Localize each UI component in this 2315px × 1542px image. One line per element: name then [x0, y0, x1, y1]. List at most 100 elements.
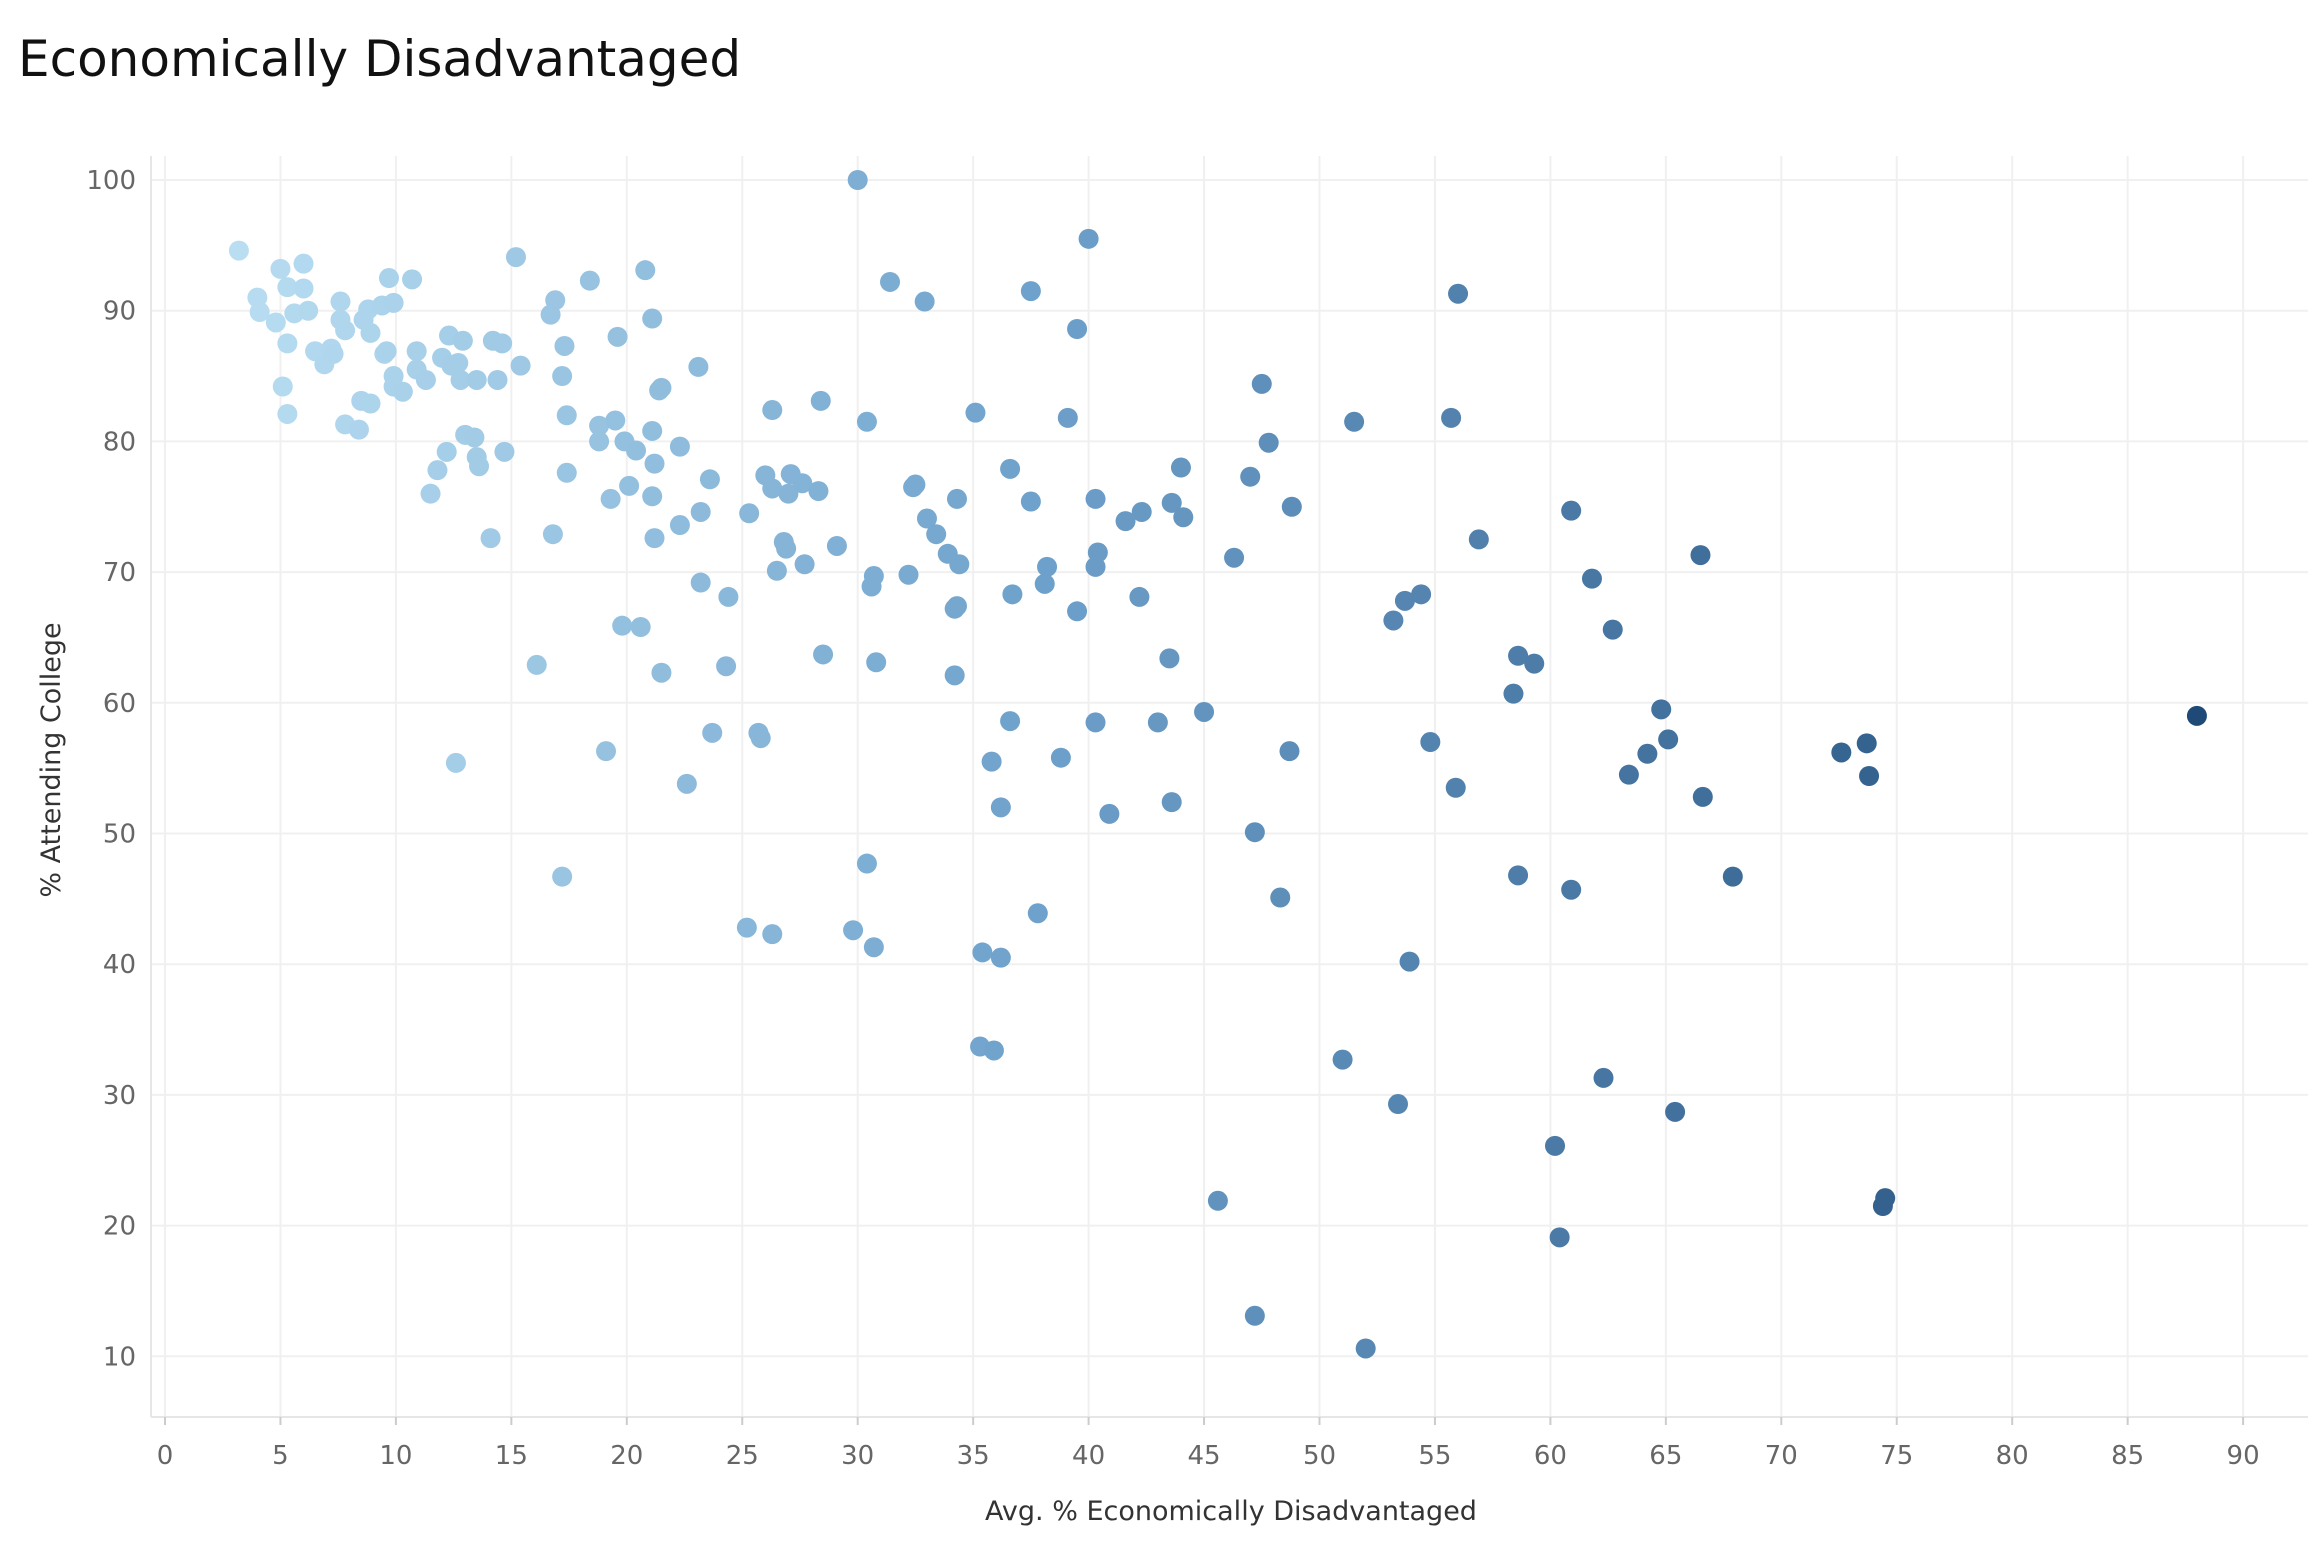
data-point[interactable] — [1441, 407, 1462, 428]
data-point[interactable] — [1468, 529, 1489, 550]
data-point[interactable] — [1085, 712, 1106, 733]
data-point[interactable] — [716, 656, 737, 677]
data-point[interactable] — [1383, 610, 1404, 631]
data-point[interactable] — [445, 752, 466, 773]
data-point[interactable] — [1020, 281, 1041, 302]
data-point[interactable] — [1692, 786, 1713, 807]
data-point[interactable] — [1856, 733, 1877, 754]
data-point[interactable] — [1244, 1305, 1265, 1326]
data-point[interactable] — [1344, 411, 1365, 432]
data-point[interactable] — [589, 415, 610, 436]
data-point[interactable] — [1602, 619, 1623, 640]
data-point[interactable] — [298, 300, 319, 321]
data-point[interactable] — [1581, 568, 1602, 589]
data-point[interactable] — [1332, 1049, 1353, 1070]
data-point[interactable] — [688, 356, 709, 377]
data-point[interactable] — [990, 797, 1011, 818]
data-point[interactable] — [427, 460, 448, 481]
data-point[interactable] — [542, 524, 563, 545]
data-point[interactable] — [914, 291, 935, 312]
data-point[interactable] — [863, 937, 884, 958]
data-point[interactable] — [596, 741, 617, 762]
data-point[interactable] — [856, 411, 877, 432]
data-point[interactable] — [1651, 699, 1672, 720]
data-point[interactable] — [1420, 732, 1441, 753]
data-point[interactable] — [1549, 1227, 1570, 1248]
data-point[interactable] — [813, 644, 834, 665]
data-point[interactable] — [360, 393, 381, 414]
data-point[interactable] — [1129, 586, 1150, 607]
data-point[interactable] — [1161, 792, 1182, 813]
data-point[interactable] — [378, 268, 399, 289]
data-point[interactable] — [1159, 648, 1180, 669]
data-point[interactable] — [1085, 488, 1106, 509]
data-point[interactable] — [699, 469, 720, 490]
data-point[interactable] — [420, 483, 441, 504]
data-point[interactable] — [1445, 777, 1466, 798]
data-point[interactable] — [1027, 903, 1048, 924]
data-point[interactable] — [669, 436, 690, 457]
data-point[interactable] — [1355, 1338, 1376, 1359]
data-point[interactable] — [1258, 432, 1279, 453]
data-point[interactable] — [605, 410, 626, 431]
data-point[interactable] — [1279, 741, 1300, 762]
data-point[interactable] — [510, 355, 531, 376]
data-point[interactable] — [983, 1040, 1004, 1061]
data-point[interactable] — [808, 481, 829, 502]
data-point[interactable] — [323, 343, 344, 364]
data-point[interactable] — [794, 554, 815, 575]
data-point[interactable] — [589, 431, 610, 452]
data-point[interactable] — [642, 420, 663, 441]
data-point[interactable] — [981, 751, 1002, 772]
data-point[interactable] — [718, 586, 739, 607]
data-point[interactable] — [600, 488, 621, 509]
data-point[interactable] — [1394, 590, 1415, 611]
data-point[interactable] — [249, 302, 270, 323]
data-point[interactable] — [990, 947, 1011, 968]
data-point[interactable] — [607, 326, 628, 347]
data-point[interactable] — [1161, 492, 1182, 513]
data-point[interactable] — [762, 924, 783, 945]
data-point[interactable] — [776, 538, 797, 559]
data-point[interactable] — [642, 308, 663, 329]
data-point[interactable] — [452, 330, 473, 351]
data-point[interactable] — [1099, 803, 1120, 824]
data-point[interactable] — [293, 278, 314, 299]
data-point[interactable] — [944, 665, 965, 686]
data-point[interactable] — [1057, 407, 1078, 428]
data-point[interactable] — [748, 722, 769, 743]
data-point[interactable] — [293, 253, 314, 274]
data-point[interactable] — [1524, 653, 1545, 674]
data-point[interactable] — [642, 486, 663, 507]
data-point[interactable] — [778, 483, 799, 504]
data-point[interactable] — [448, 352, 469, 373]
data-point[interactable] — [1034, 573, 1055, 594]
data-point[interactable] — [1131, 501, 1152, 522]
data-point[interactable] — [766, 560, 787, 581]
data-point[interactable] — [702, 722, 723, 743]
data-point[interactable] — [762, 478, 783, 499]
data-point[interactable] — [1000, 711, 1021, 732]
data-point[interactable] — [277, 333, 298, 354]
data-point[interactable] — [949, 554, 970, 575]
data-point[interactable] — [277, 277, 298, 298]
data-point[interactable] — [1020, 491, 1041, 512]
data-point[interactable] — [1224, 547, 1245, 568]
data-point[interactable] — [1875, 1188, 1896, 1209]
data-point[interactable] — [1000, 458, 1021, 479]
data-point[interactable] — [376, 341, 397, 362]
data-point[interactable] — [1067, 318, 1088, 339]
data-point[interactable] — [1147, 712, 1168, 733]
data-point[interactable] — [898, 564, 919, 585]
data-point[interactable] — [415, 369, 436, 390]
data-point[interactable] — [1002, 584, 1023, 605]
data-point[interactable] — [651, 377, 672, 398]
data-point[interactable] — [792, 473, 813, 494]
data-point[interactable] — [1545, 1135, 1566, 1156]
data-point[interactable] — [1561, 500, 1582, 521]
data-point[interactable] — [1170, 457, 1191, 478]
data-point[interactable] — [635, 260, 656, 281]
data-point[interactable] — [487, 369, 508, 390]
data-point[interactable] — [494, 441, 515, 462]
data-point[interactable] — [1722, 866, 1743, 887]
